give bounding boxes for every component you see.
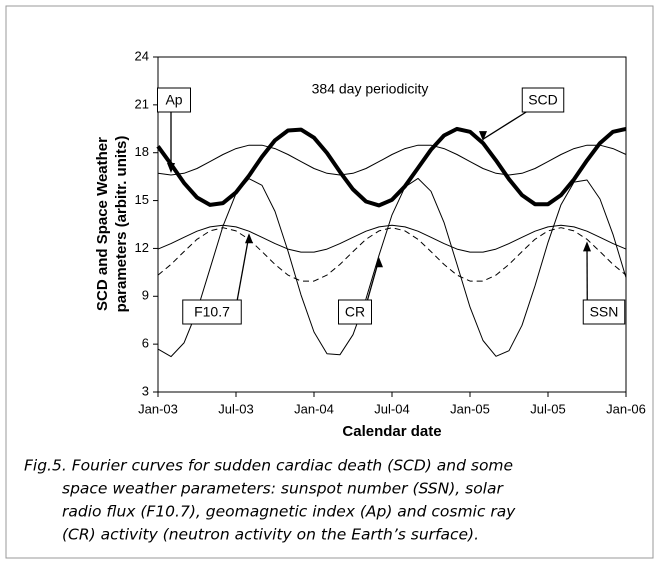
y-axis-label: parameters (arbitr. units) — [113, 136, 130, 313]
x-tick-label: Jan-06 — [606, 401, 646, 416]
x-axis-label: Calendar date — [342, 423, 441, 440]
caption-line: space weather parameters: sunspot number… — [62, 480, 504, 498]
arrow-head — [245, 233, 253, 244]
series-label: Ap — [165, 92, 182, 108]
series-label: SSN — [590, 304, 619, 320]
y-tick-label: 6 — [142, 336, 149, 351]
arrow-head — [479, 131, 487, 142]
callout-box — [338, 299, 372, 325]
annotation: 384 day periodicity — [312, 81, 429, 97]
x-tick-label: Jul-03 — [218, 401, 253, 416]
arrow-head — [375, 257, 383, 268]
series-line — [156, 126, 627, 208]
caption-line: radio flux (F10.7), geomagnetic index (A… — [62, 503, 516, 521]
y-tick-label: 24 — [135, 48, 149, 63]
caption-line: Fig.5. Fourier curves for sudden cardiac… — [24, 457, 513, 475]
series-label: F10.7 — [194, 304, 230, 320]
figure-frame — [5, 5, 654, 559]
series-label: SCD — [528, 92, 558, 108]
caption-line: (CR) activity (neutron activity on the E… — [62, 526, 479, 544]
y-tick-label: 9 — [142, 288, 149, 303]
x-tick-label: Jan-05 — [450, 401, 490, 416]
series-line — [157, 177, 627, 358]
series-label: CR — [345, 304, 365, 320]
y-tick-label: 18 — [135, 144, 149, 159]
series-line — [157, 224, 627, 253]
x-tick-label: Jan-03 — [138, 401, 178, 416]
callout-box — [521, 87, 565, 113]
arrow-head — [583, 241, 591, 252]
y-tick-label: 3 — [142, 383, 149, 398]
y-axis-label: SCD and Space Weather — [94, 137, 111, 311]
callout-arrow — [236, 235, 250, 301]
y-tick-label: 21 — [135, 96, 149, 111]
x-tick-label: Jan-04 — [294, 401, 334, 416]
callout-box — [582, 299, 626, 325]
y-tick-label: 12 — [135, 240, 149, 255]
callout-box — [182, 299, 242, 325]
arrow-head — [167, 163, 175, 174]
series-line — [157, 227, 627, 282]
x-tick-label: Jul-05 — [530, 401, 565, 416]
x-tick-label: Jul-04 — [374, 401, 409, 416]
y-tick-label: 15 — [135, 192, 149, 207]
callout-box — [157, 87, 191, 113]
series-line — [157, 144, 627, 176]
callout-arrow — [482, 111, 527, 140]
